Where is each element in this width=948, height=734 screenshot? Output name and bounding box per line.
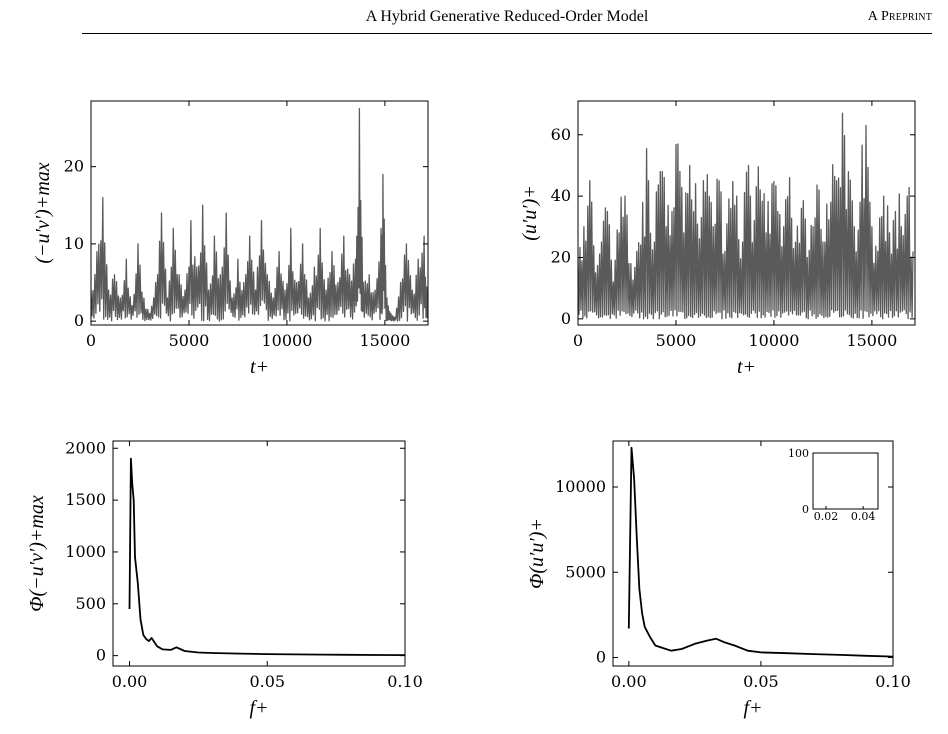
y-tick-label: 0 — [96, 646, 106, 665]
plot-frame — [577, 100, 916, 326]
x-tick-label: 0.00 — [611, 672, 647, 691]
series-line — [627, 446, 893, 658]
y-tick-label: 2000 — [65, 438, 106, 457]
y-tick-label: 20 — [64, 157, 84, 176]
page-header: A Hybrid Generative Reduced-Order Model … — [82, 0, 932, 30]
series-line — [91, 108, 428, 322]
plot-frame — [90, 100, 429, 326]
y-axis-label: Φ(u′u′)+ — [526, 518, 548, 589]
series-line — [128, 457, 405, 656]
y-tick-label: 10000 — [555, 477, 606, 496]
y-tick-label: 1000 — [65, 542, 106, 561]
chart-panel-1: 0 5000 10000 15000 0 10 20 t+ (−u′v′)+max — [32, 100, 429, 378]
preprint-tag: A Preprint — [867, 9, 932, 24]
x-tick-label: 5000 — [656, 331, 697, 350]
y-tick-label: 0 — [561, 309, 571, 328]
x-axis-label: f+ — [743, 697, 762, 719]
x-tick-label: 0.10 — [387, 672, 423, 691]
x-tick-label: 0.00 — [112, 672, 148, 691]
y-tick-label: 500 — [75, 594, 106, 613]
x-tick-label: 15000 — [359, 331, 410, 350]
inset-x-tick-label: 0.04 — [851, 510, 876, 523]
header-rule — [82, 33, 932, 34]
inset-frame — [812, 452, 879, 510]
x-tick-label: 0 — [573, 331, 583, 350]
plot-frame — [112, 440, 406, 667]
x-tick-label: 0 — [86, 331, 96, 350]
inset-x-tick-label: 0.02 — [814, 510, 839, 523]
x-axis-label: f+ — [249, 697, 268, 719]
inset-plot: 0.02 0.04 0 100 — [788, 447, 879, 523]
y-tick-label: 0 — [74, 311, 84, 330]
y-tick-label: 60 — [551, 125, 571, 144]
running-title: A Hybrid Generative Reduced-Order Model — [365, 8, 649, 25]
x-tick-label: 0.05 — [249, 672, 285, 691]
x-tick-label: 10000 — [261, 331, 312, 350]
y-tick-label: 40 — [551, 186, 571, 205]
y-tick-label: 1500 — [65, 490, 106, 509]
x-tick-label: 10000 — [748, 331, 799, 350]
x-tick-label: 0.10 — [875, 672, 911, 691]
x-axis-label: t+ — [250, 356, 269, 378]
plot-frame — [612, 440, 894, 667]
x-axis-label: t+ — [737, 356, 756, 378]
y-tick-label: 20 — [551, 247, 571, 266]
y-tick-label: 5000 — [565, 562, 606, 581]
y-tick-label: 10 — [64, 234, 84, 253]
x-tick-label: 0.05 — [743, 672, 779, 691]
chart-panel-4: 0.00 0.05 0.10 0 5000 10000 f+ Φ(u′u′)+ — [526, 440, 911, 719]
inset-y-tick-label: 100 — [788, 447, 809, 460]
y-tick-label: 0 — [596, 647, 606, 666]
x-tick-label: 15000 — [846, 331, 897, 350]
y-axis-label: (−u′v′)+max — [32, 162, 54, 263]
chart-panel-2: 0 5000 10000 15000 0 20 40 60 t+ (u′u′)+ — [519, 100, 916, 378]
y-axis-label: Φ(−u′v′)+max — [26, 495, 48, 612]
y-axis-label: (u′u′)+ — [519, 185, 541, 241]
chart-panel-3: 0.00 0.05 0.10 0 500 1000 1500 2000 f+ Φ(−u′v′)+m… — [26, 438, 423, 719]
series-line — [578, 112, 914, 320]
x-tick-label: 5000 — [169, 331, 210, 350]
inset-y-tick-label: 0 — [802, 503, 809, 516]
